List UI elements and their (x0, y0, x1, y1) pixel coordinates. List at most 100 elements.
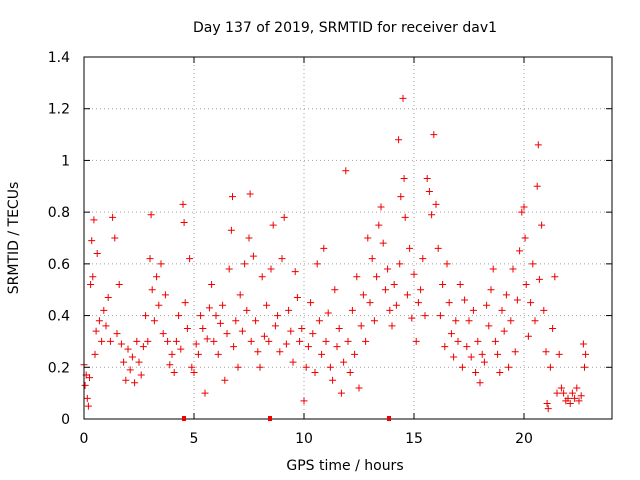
data-point (223, 330, 231, 338)
data-point (400, 175, 408, 183)
data-point (311, 368, 319, 376)
data-point (179, 200, 187, 208)
data-point (395, 136, 403, 144)
data-point (434, 244, 442, 252)
data-point (128, 353, 136, 361)
data-point (335, 325, 343, 332)
data-point (287, 327, 295, 335)
data-point (540, 306, 548, 314)
x-tick-labels: 0 5 10 15 20 (80, 431, 533, 447)
data-point (230, 343, 238, 351)
data-point (452, 317, 460, 325)
data-point (425, 187, 433, 195)
data-point (329, 376, 337, 384)
data-point (337, 389, 345, 397)
data-point (86, 374, 93, 382)
data-point (139, 343, 147, 351)
data-points (80, 94, 590, 413)
data-point (346, 368, 354, 376)
baseline-marker (387, 416, 391, 421)
data-point (384, 265, 392, 273)
data-point (472, 368, 480, 376)
data-point (535, 275, 543, 283)
x-tick-label: 20 (515, 431, 533, 447)
data-point (401, 213, 409, 221)
data-point (373, 273, 381, 281)
data-point (430, 131, 438, 139)
data-point (243, 306, 251, 314)
data-point (83, 394, 91, 402)
data-point (496, 368, 504, 376)
data-point (199, 325, 207, 332)
data-point (507, 317, 515, 325)
y-tick-labels: 0 0.2 0.4 0.6 0.8 1 1.2 1.4 (48, 50, 70, 428)
data-point (494, 350, 502, 358)
data-point (120, 358, 128, 366)
data-point (117, 340, 125, 348)
data-point (186, 255, 194, 263)
data-point (557, 384, 565, 392)
data-point (568, 389, 576, 397)
data-point (353, 273, 361, 281)
data-point (229, 193, 236, 201)
data-point (267, 265, 275, 273)
data-point (142, 312, 150, 320)
data-point (95, 317, 103, 325)
data-point (88, 237, 96, 245)
data-point (513, 296, 521, 304)
data-point (553, 389, 561, 397)
data-point (458, 363, 466, 371)
data-point (485, 322, 493, 330)
data-point (254, 348, 262, 356)
data-point (106, 337, 114, 345)
data-point (282, 340, 290, 348)
data-point (344, 337, 352, 345)
data-point (122, 376, 130, 384)
data-point (419, 255, 427, 263)
data-point (399, 94, 407, 102)
data-point (428, 211, 436, 219)
data-point (406, 244, 414, 252)
data-point (115, 281, 123, 289)
y-tick-label: 0.4 (48, 309, 70, 325)
x-tick-label: 0 (80, 431, 89, 447)
data-point (397, 193, 405, 201)
data-point (414, 299, 422, 307)
data-point (241, 260, 249, 268)
data-point (289, 358, 297, 366)
data-point (491, 337, 499, 345)
data-point (109, 213, 117, 221)
baseline-markers (182, 416, 391, 421)
data-point (359, 291, 367, 299)
data-point (534, 141, 542, 149)
data-point (245, 234, 253, 242)
data-point (263, 301, 271, 309)
data-point (296, 337, 304, 345)
data-point (454, 337, 462, 345)
data-point (252, 317, 260, 325)
data-point (265, 337, 273, 345)
data-point (396, 260, 404, 268)
data-point (351, 350, 359, 358)
data-point (221, 376, 229, 384)
data-point (313, 260, 321, 268)
data-point (84, 402, 92, 410)
data-point (113, 330, 121, 338)
data-point (293, 293, 301, 301)
data-point (81, 381, 89, 389)
data-point (269, 221, 277, 229)
data-point (214, 350, 222, 358)
data-point (381, 286, 389, 294)
data-point (579, 340, 587, 348)
data-point (150, 317, 158, 325)
x-axis-label: GPS time / hours (286, 458, 403, 474)
y-tick-label: 0.6 (48, 257, 70, 273)
data-point (197, 312, 205, 320)
data-point (456, 281, 464, 289)
data-point (166, 361, 174, 369)
data-point (478, 350, 486, 358)
data-point (100, 306, 108, 314)
data-point (246, 190, 254, 198)
data-point (256, 363, 264, 371)
data-point (439, 281, 447, 289)
